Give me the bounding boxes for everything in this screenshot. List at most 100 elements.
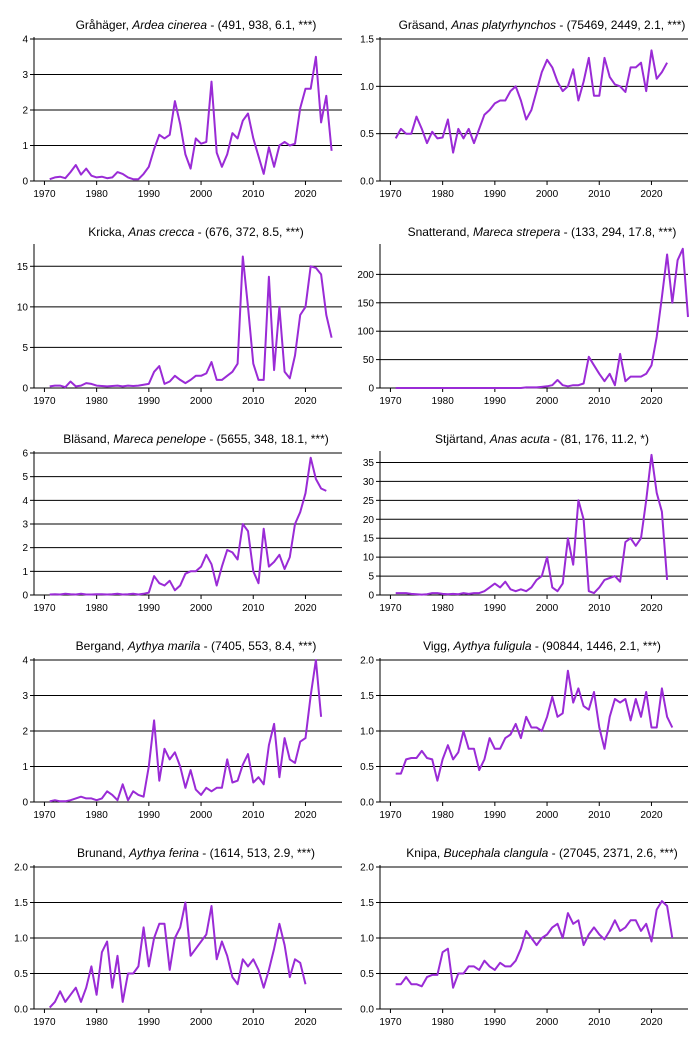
chart-title: Gräsand, Anas platyrhynchos - (75469, 24… [399, 18, 686, 32]
title-separator: , [126, 18, 133, 32]
series-line [395, 453, 669, 596]
trend-stats: - (133, 294, 17.8, ***) [560, 225, 676, 239]
common-name: Gråhäger [76, 18, 127, 32]
chart-panel: Snatterand, Mareca strepera - (133, 294,… [346, 207, 692, 414]
x-tick-label: 1970 [33, 396, 56, 407]
latin-name: Mareca penelope [113, 432, 206, 446]
x-tick-label: 1970 [33, 1017, 56, 1028]
y-tick-label: 1 [22, 141, 28, 152]
y-tick-label: 100 [357, 327, 374, 338]
y-tick-label: 30 [363, 477, 375, 488]
series-line [395, 669, 674, 782]
x-tick-label: 2010 [242, 189, 265, 200]
x-tick-label: 2010 [242, 396, 265, 407]
y-tick-label: 15 [363, 534, 375, 545]
x-tick-label: 1990 [484, 810, 507, 821]
y-tick-label: 0 [22, 177, 28, 188]
chart-svg: Brunand, Aythya ferina - (1614, 513, 2.9… [14, 846, 342, 1028]
title-separator: , [466, 225, 473, 239]
y-tick-label: 4 [22, 496, 28, 507]
x-tick-label: 2020 [294, 603, 317, 614]
x-tick-label: 2020 [640, 603, 663, 614]
chart-title: Bläsand, Mareca penelope - (5655, 348, 1… [63, 432, 329, 446]
x-tick-label: 1970 [33, 810, 56, 821]
x-tick-label: 2010 [588, 396, 611, 407]
y-tick-label: 1.0 [360, 934, 374, 945]
x-tick-label: 2010 [588, 810, 611, 821]
chart-svg: Bläsand, Mareca penelope - (5655, 348, 1… [22, 432, 342, 614]
common-name: Gräsand [399, 18, 445, 32]
common-name: Bläsand [63, 432, 106, 446]
title-separator: , [122, 846, 129, 860]
x-tick-label: 1970 [33, 189, 56, 200]
y-tick-label: 0.0 [360, 798, 374, 809]
y-tick-label: 0 [368, 384, 374, 395]
x-tick-label: 1970 [379, 603, 402, 614]
y-tick-label: 0.5 [360, 762, 374, 773]
latin-name: Anas platyrhynchos [450, 18, 556, 32]
y-tick-label: 3 [22, 520, 28, 531]
x-tick-label: 1990 [138, 603, 161, 614]
latin-name: Ardea cinerea [131, 18, 207, 32]
chart-panel: Gräsand, Anas platyrhynchos - (75469, 24… [346, 0, 692, 207]
title-separator: , [107, 432, 114, 446]
y-tick-label: 1.0 [360, 727, 374, 738]
x-tick-label: 2010 [588, 1017, 611, 1028]
x-tick-label: 2010 [588, 603, 611, 614]
trend-stats: - (81, 176, 11.2, *) [550, 432, 649, 446]
x-tick-label: 1990 [484, 603, 507, 614]
common-name: Knipa [406, 846, 437, 860]
latin-name: Aythya marila [127, 639, 201, 653]
x-tick-label: 2000 [536, 396, 559, 407]
x-tick-label: 1990 [138, 1017, 161, 1028]
chart-title: Bergand, Aythya marila - (7405, 553, 8.4… [76, 639, 317, 653]
chart-title: Stjärtand, Anas acuta - (81, 176, 11.2, … [435, 432, 649, 446]
y-tick-label: 0.0 [360, 1005, 374, 1016]
x-tick-label: 1980 [86, 603, 109, 614]
y-tick-label: 4 [22, 656, 28, 667]
y-tick-label: 5 [368, 572, 374, 583]
x-tick-label: 1980 [86, 189, 109, 200]
y-tick-label: 10 [363, 553, 375, 564]
y-tick-label: 1.0 [360, 82, 374, 93]
title-separator: , [447, 639, 454, 653]
chart-svg: Bergand, Aythya marila - (7405, 553, 8.4… [22, 639, 342, 821]
trend-stats: - (7405, 553, 8.4, ***) [200, 639, 316, 653]
x-tick-label: 1970 [33, 603, 56, 614]
series-line [49, 55, 333, 181]
common-name: Brunand [77, 846, 122, 860]
trend-stats: - (27045, 2371, 2.6, ***) [548, 846, 677, 860]
x-tick-label: 2010 [242, 810, 265, 821]
trend-stats: - (90844, 1446, 2.1, ***) [532, 639, 661, 653]
series-line [49, 456, 327, 596]
chart-title: Knipa, Bucephala clangula - (27045, 2371… [406, 846, 678, 860]
common-name: Bergand [76, 639, 121, 653]
x-tick-label: 2020 [640, 810, 663, 821]
chart-title: Brunand, Aythya ferina - (1614, 513, 2.9… [77, 846, 315, 860]
x-tick-label: 1980 [432, 396, 455, 407]
x-tick-label: 2020 [640, 396, 663, 407]
y-tick-label: 15 [17, 262, 29, 273]
x-tick-label: 2000 [190, 396, 213, 407]
y-tick-label: 0.0 [360, 177, 374, 188]
series-line [395, 247, 689, 389]
common-name: Kricka [88, 225, 122, 239]
y-tick-label: 2 [22, 543, 28, 554]
x-tick-label: 2010 [242, 603, 265, 614]
common-name: Stjärtand [435, 432, 483, 446]
y-tick-label: 3 [22, 70, 28, 81]
x-tick-label: 2020 [640, 189, 663, 200]
x-tick-label: 1980 [432, 603, 455, 614]
chart-panel: Vigg, Aythya fuligula - (90844, 1446, 2.… [346, 621, 692, 828]
y-tick-label: 6 [22, 449, 28, 460]
y-tick-label: 0 [22, 384, 28, 395]
y-tick-label: 2.0 [14, 863, 28, 874]
latin-name: Aythya fuligula [453, 639, 532, 653]
chart-svg: Stjärtand, Anas acuta - (81, 176, 11.2, … [363, 432, 688, 614]
chart-svg: Knipa, Bucephala clangula - (27045, 2371… [360, 846, 688, 1028]
x-tick-label: 2000 [536, 810, 559, 821]
y-tick-label: 0 [368, 591, 374, 602]
y-tick-label: 0 [22, 798, 28, 809]
x-tick-label: 2020 [294, 189, 317, 200]
